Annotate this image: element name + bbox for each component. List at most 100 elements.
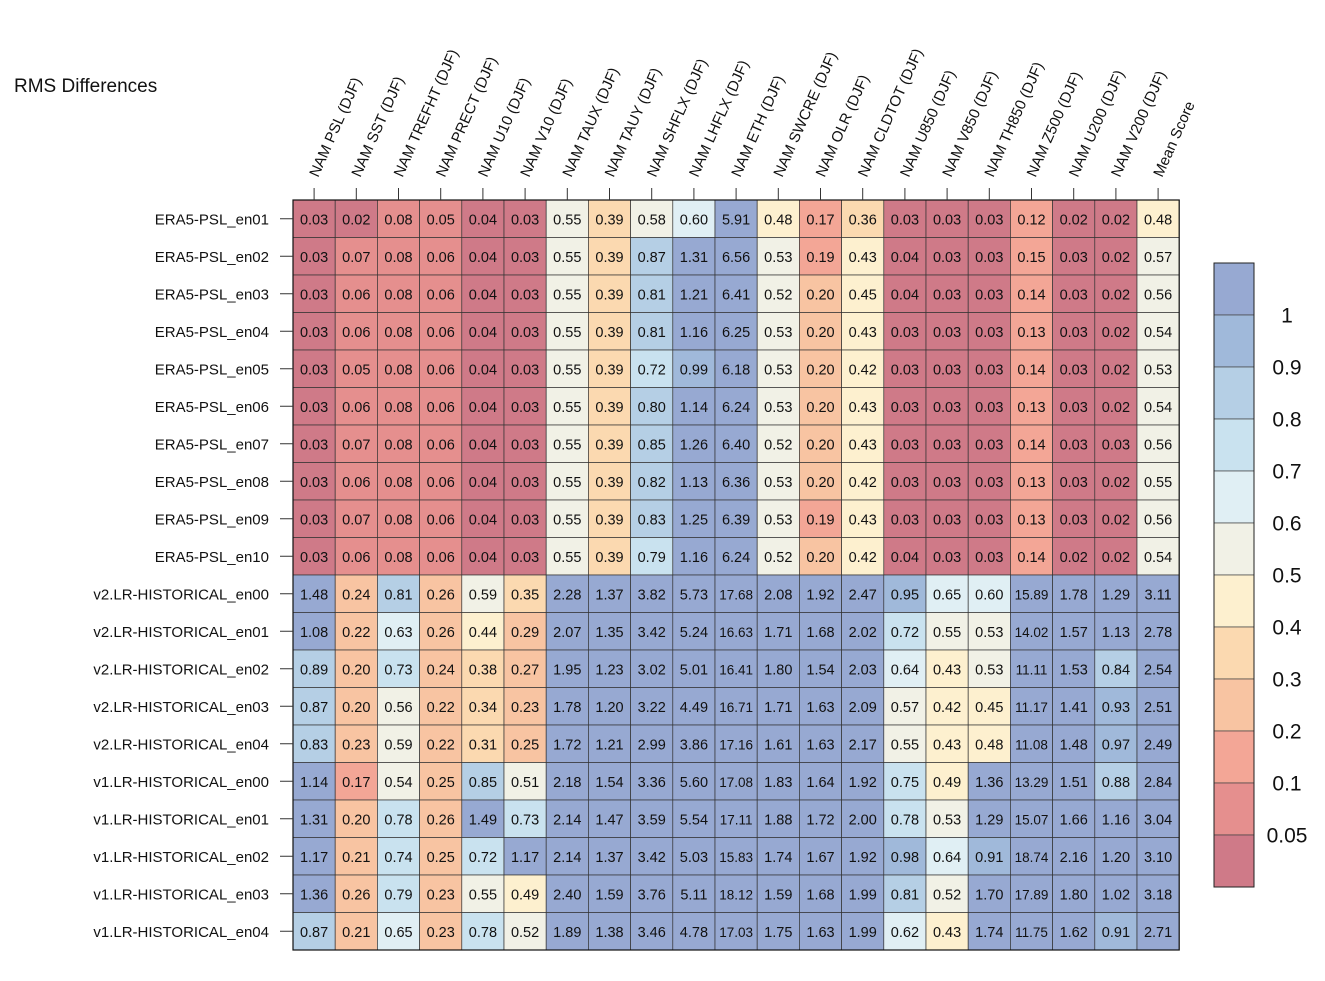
cell-value-label: 6.18 — [722, 362, 750, 378]
cell-value-label: 1.36 — [975, 775, 1003, 791]
heatmap-cell — [334, 649, 378, 688]
heatmap-cell — [377, 837, 420, 876]
cell-value-label: 1.67 — [806, 850, 834, 866]
heatmap-cell — [588, 199, 631, 238]
heatmap-cell — [799, 349, 842, 388]
heatmap-cell — [1136, 537, 1180, 576]
cell-value-label: 0.42 — [849, 550, 877, 566]
heatmap-cell — [545, 462, 589, 501]
heatmap-cell — [461, 462, 505, 501]
cell-value-label: 1.08 — [300, 625, 328, 641]
cell-value-label: 0.53 — [764, 400, 792, 416]
heatmap-cell — [1094, 424, 1138, 463]
heatmap-cell — [799, 462, 842, 501]
heatmap-cell — [841, 837, 885, 876]
heatmap-cell — [377, 387, 420, 426]
cell-value-label: 0.03 — [933, 325, 961, 341]
heatmap-cell — [334, 574, 378, 613]
cell-value-label: 0.03 — [975, 550, 1003, 566]
heatmap-cell — [503, 462, 547, 501]
cell-value-label: 0.02 — [1102, 325, 1130, 341]
cell-value-label: 0.03 — [300, 325, 328, 341]
heatmap-cell — [1010, 537, 1053, 576]
cell-value-label: 2.78 — [1144, 625, 1172, 641]
cell-value-label: 0.52 — [764, 437, 792, 453]
heatmap-cell — [545, 199, 589, 238]
cell-value-label: 0.03 — [1060, 325, 1088, 341]
heatmap-cell — [841, 424, 885, 463]
heatmap-cell — [545, 649, 589, 688]
heatmap-cell — [419, 687, 463, 726]
cell-value-label: 0.03 — [975, 287, 1003, 303]
cell-value-label: 0.72 — [891, 625, 919, 641]
cell-value-label: 0.06 — [427, 287, 455, 303]
heatmap-cell — [841, 612, 885, 651]
chart-title: RMS Differences — [14, 76, 158, 97]
cell-value-label: 0.07 — [342, 250, 370, 266]
cell-value-label: 17.03 — [719, 925, 753, 940]
heatmap-cell — [1052, 387, 1096, 426]
cell-value-label: 0.78 — [384, 812, 412, 828]
heatmap-cell — [630, 387, 674, 426]
heatmap-cell — [588, 649, 631, 688]
cell-value-label: 0.07 — [342, 437, 370, 453]
heatmap-cell — [756, 837, 800, 876]
cell-value-label: 0.03 — [975, 325, 1003, 341]
cell-value-label: 2.17 — [849, 737, 877, 753]
cell-value-label: 0.03 — [891, 325, 919, 341]
heatmap-cell — [503, 612, 547, 651]
heatmap-cell — [377, 462, 420, 501]
heatmap-cell — [756, 762, 800, 801]
heatmap-cell — [630, 499, 674, 538]
heatmap-cell — [841, 762, 885, 801]
cell-value-label: 0.22 — [427, 737, 455, 753]
cell-value-label: 0.52 — [933, 887, 961, 903]
cell-value-label: 0.55 — [553, 512, 581, 528]
colorbar-segment — [1213, 470, 1255, 524]
cell-value-label: 0.49 — [511, 887, 539, 903]
heatmap-cell — [588, 612, 631, 651]
heatmap-cell — [1052, 274, 1096, 313]
heatmap-cell — [799, 874, 842, 913]
cell-value-label: 0.55 — [1144, 475, 1172, 491]
cell-value-label: 0.55 — [553, 400, 581, 416]
cell-value-label: 1.64 — [806, 775, 834, 791]
heatmap-cell — [588, 237, 631, 276]
cell-value-label: 3.86 — [680, 737, 708, 753]
cell-value-label: 0.55 — [469, 887, 497, 903]
cell-value-label: 1.53 — [1060, 662, 1088, 678]
cell-value-label: 1.72 — [806, 812, 834, 828]
cell-value-label: 3.76 — [638, 887, 666, 903]
row-label: ERA5-PSL_en05 — [155, 361, 269, 378]
heatmap-cell — [714, 274, 758, 313]
cell-value-label: 0.53 — [764, 512, 792, 528]
cell-value-label: 0.02 — [1102, 212, 1130, 228]
cell-value-label: 6.41 — [722, 287, 750, 303]
heatmap-cell — [503, 387, 547, 426]
cell-value-label: 4.78 — [680, 925, 708, 941]
heatmap-cell — [672, 612, 716, 651]
cell-value-label: 0.82 — [638, 475, 666, 491]
heatmap-cell — [925, 274, 969, 313]
cell-value-label: 0.03 — [1060, 437, 1088, 453]
heatmap-cell — [461, 349, 505, 388]
cell-value-label: 0.52 — [511, 925, 539, 941]
heatmap-cell — [503, 762, 547, 801]
cell-value-label: 0.06 — [342, 550, 370, 566]
cell-value-label: 1.99 — [849, 887, 877, 903]
cell-value-label: 0.05 — [427, 212, 455, 228]
colorbar-tick-label: 0.2 — [1272, 721, 1301, 744]
cell-value-label: 0.52 — [764, 287, 792, 303]
heatmap-cell — [925, 837, 969, 876]
cell-value-label: 1.29 — [975, 812, 1003, 828]
cell-value-label: 0.26 — [427, 587, 455, 603]
colorbar: 0.05 0.1 0.2 0.3 0.4 0.5 0.6 0.7 0.8 0.9 1 — [1213, 262, 1307, 888]
cell-value-label: 0.72 — [469, 850, 497, 866]
cell-value-label: 0.03 — [975, 512, 1003, 528]
cell-value-label: 0.39 — [595, 512, 623, 528]
row-label: v1.LR-HISTORICAL_en00 — [93, 774, 269, 791]
cell-value-label: 0.53 — [764, 475, 792, 491]
heatmap-cell — [925, 574, 969, 613]
cell-value-label: 0.14 — [1017, 362, 1045, 378]
cell-value-label: 1.13 — [680, 475, 708, 491]
